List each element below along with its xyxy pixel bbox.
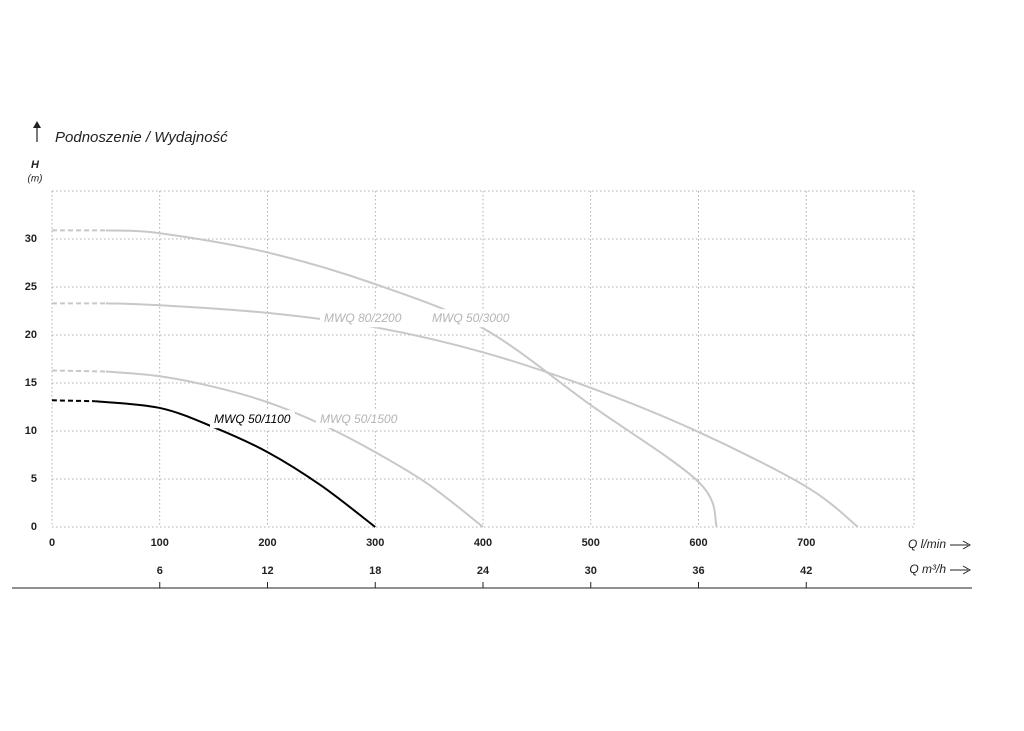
- x2-tick-label: 42: [800, 565, 812, 577]
- x2-label: Q m³/h: [909, 562, 946, 576]
- x-label: Q l/min: [908, 537, 946, 551]
- x-tick-label: 600: [689, 537, 707, 549]
- legend-label: MWQ 80/2200: [324, 311, 402, 325]
- x-tick-label: 700: [797, 537, 815, 549]
- y-tick-label: 10: [25, 425, 37, 437]
- label-bg: [316, 410, 402, 429]
- y-tick-label: 5: [31, 473, 37, 485]
- legend-label: MWQ 50/1500: [320, 412, 398, 426]
- curve: [105, 229, 718, 528]
- curve: [105, 302, 859, 528]
- y-label: H: [31, 159, 40, 171]
- x-tick-label: 300: [366, 537, 384, 549]
- x-tick-label: 500: [582, 537, 600, 549]
- x2-tick-label: 6: [157, 565, 163, 577]
- x-tick-label: 200: [258, 537, 276, 549]
- legend-label: MWQ 50/1100: [214, 412, 291, 426]
- series-label: MWQ 50/1500: [316, 410, 402, 429]
- series-label: MWQ 80/2200: [320, 309, 406, 328]
- x-tick-label: 0: [49, 537, 55, 549]
- x2-tick-label: 36: [692, 565, 704, 577]
- x-tick-label: 100: [151, 537, 169, 549]
- curve-dashed: [51, 369, 106, 373]
- x2-tick-label: 12: [261, 565, 273, 577]
- x2-tick-label: 18: [369, 565, 381, 577]
- x2-tick-label: 24: [477, 565, 490, 577]
- y-arrow-head: [33, 121, 41, 128]
- legend-label: MWQ 50/3000: [432, 311, 510, 325]
- y-tick-label: 20: [25, 329, 37, 341]
- curve: [105, 370, 484, 528]
- curve: [94, 400, 376, 528]
- y-unit: (m): [28, 174, 43, 185]
- y-tick-label: 0: [31, 521, 37, 533]
- x2-arrow: [950, 565, 972, 575]
- series-label: MWQ 50/3000: [428, 309, 514, 328]
- label-bg: [210, 410, 295, 429]
- chart-title: Podnoszenie / Wydajność: [55, 129, 228, 146]
- y-tick-label: 30: [25, 233, 37, 245]
- x2-tick-label: 30: [585, 565, 597, 577]
- y-tick-label: 15: [25, 377, 37, 389]
- x-arrow: [950, 540, 972, 550]
- x-tick-label: 400: [474, 537, 492, 549]
- label-bg: [428, 309, 514, 328]
- curve-dashed: [51, 399, 96, 403]
- label-bg: [320, 309, 406, 328]
- y-tick-label: 25: [25, 281, 37, 293]
- series-label: MWQ 50/1100: [210, 410, 295, 429]
